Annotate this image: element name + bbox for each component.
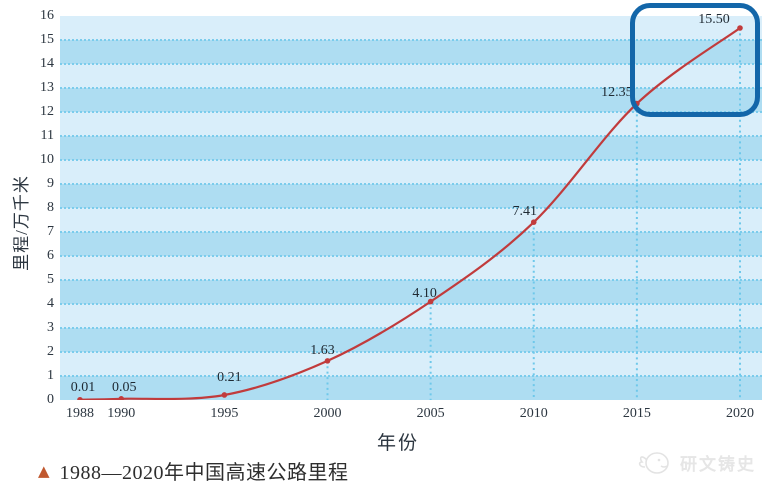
y-tick-label: 1 [47, 368, 54, 383]
x-tick-label: 2005 [416, 406, 445, 421]
y-tick-label: 0 [47, 392, 54, 407]
band [60, 184, 762, 208]
gridline [60, 183, 762, 185]
y-tick-label: 2 [47, 344, 54, 359]
watermark-text: 研文铸史 [680, 454, 756, 474]
gridline [60, 255, 762, 257]
data-point-marker [324, 358, 331, 364]
band [60, 328, 762, 352]
x-axis-title: 年份 [376, 433, 420, 454]
x-tick-label: 2000 [313, 406, 342, 421]
band [60, 160, 762, 184]
band [60, 232, 762, 256]
band [60, 40, 762, 64]
y-tick-label: 9 [47, 176, 54, 191]
data-point-marker [427, 298, 434, 305]
x-tick-label: 1990 [107, 406, 136, 421]
caption-text: 1988—2020年中国高速公路里程 [59, 462, 349, 484]
y-tick-label: 12 [40, 104, 54, 119]
x-tick-label: 1995 [210, 406, 239, 421]
y-tick-label: 13 [40, 80, 54, 95]
data-point-label: 4.10 [412, 285, 437, 301]
band [60, 352, 762, 376]
caption-triangle-icon: ▲ [38, 461, 50, 480]
gridline [60, 207, 762, 209]
band [60, 280, 762, 304]
data-point-marker [737, 25, 743, 31]
x-tick-label: 2015 [622, 406, 651, 421]
watermark: 研文铸史 [634, 446, 756, 478]
gridline [60, 87, 762, 89]
y-tick-label: 15 [40, 32, 54, 47]
y-tick-label: 5 [47, 272, 54, 287]
y-tick-label: 14 [40, 56, 54, 71]
data-point-marker [77, 396, 83, 400]
gridline [60, 135, 762, 137]
data-point-label: 7.41 [512, 204, 538, 220]
gridline [60, 279, 762, 281]
x-tick-label: 2020 [726, 406, 754, 421]
data-point-label: 0.05 [112, 379, 137, 395]
gridline [60, 39, 762, 41]
gridline [60, 111, 762, 113]
band [60, 208, 762, 232]
y-tick-label: 3 [47, 320, 54, 335]
y-tick-label: 11 [40, 128, 54, 143]
y-tick-label: 16 [40, 8, 54, 23]
x-tick-label: 1988 [66, 406, 94, 421]
data-point-marker [530, 219, 537, 225]
gridline [60, 231, 762, 233]
y-tick-label: 8 [47, 200, 54, 215]
band [60, 64, 762, 88]
gridline [60, 327, 762, 329]
band [60, 304, 762, 328]
band [60, 256, 762, 280]
figure-caption: ▲ 1988—2020年中国高速公路里程 [38, 456, 349, 485]
highlight-rectangle [630, 3, 760, 117]
data-point-marker [221, 392, 228, 398]
data-point-marker [118, 396, 125, 400]
watermark-logo-icon [638, 452, 669, 474]
data-point-label: 12.35 [601, 84, 633, 100]
y-tick-label: 6 [47, 248, 54, 263]
band [60, 376, 762, 400]
gridline [60, 303, 762, 305]
plot-area: 0.01 0.05 0.21 1.63 4.10 7.41 12.35 15.50 [60, 12, 762, 400]
data-point-label: 15.50 [698, 12, 730, 27]
gridline [60, 63, 762, 65]
gridline [60, 159, 762, 161]
y-tick-label: 4 [47, 296, 54, 311]
band [60, 136, 762, 160]
gridline [60, 375, 762, 377]
x-tick-label: 2010 [519, 406, 548, 421]
y-tick-label: 10 [40, 152, 54, 167]
data-point-label: 0.21 [217, 369, 242, 385]
y-tick-label: 7 [47, 224, 54, 239]
data-point-label: 0.01 [70, 379, 96, 395]
gridline [60, 351, 762, 353]
data-point-label: 1.63 [310, 342, 335, 358]
